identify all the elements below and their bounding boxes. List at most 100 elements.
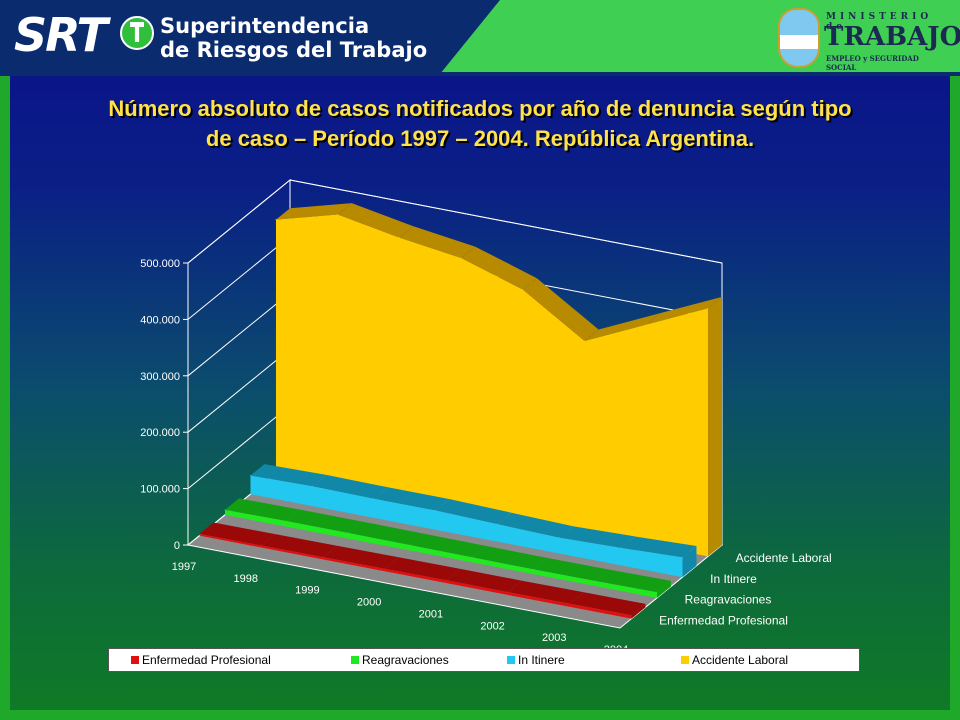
data-point xyxy=(496,523,498,525)
series-top-2 xyxy=(322,545,399,569)
series-area xyxy=(199,533,632,619)
data-point xyxy=(224,509,226,511)
data-point xyxy=(384,568,386,570)
series-top-2 xyxy=(399,226,476,259)
chart-legend: Enfermedad Profesional Reagravaciones In I… xyxy=(108,648,860,672)
data-point xyxy=(398,237,400,239)
data-point xyxy=(311,485,313,487)
header-bar: SRT Superintendencia de Riesgos del Trab… xyxy=(0,0,960,76)
series-top-4 xyxy=(522,278,599,341)
header-brand-panel xyxy=(0,0,500,74)
series-top-5 xyxy=(533,557,610,581)
gridline xyxy=(187,179,723,264)
legend-label: Reagravaciones xyxy=(362,653,449,667)
data-point xyxy=(373,498,375,500)
x-tick-label: 2000 xyxy=(357,597,381,609)
series-top-0 xyxy=(250,464,327,487)
series-axis-label: In Itinere xyxy=(710,572,757,586)
x-tick-label: 1999 xyxy=(295,585,319,597)
y-tick-label: 300.000 xyxy=(140,371,180,383)
data-point xyxy=(435,510,437,512)
series-top-1 xyxy=(337,203,414,238)
legend-swatch xyxy=(681,656,689,664)
data-point xyxy=(322,556,324,558)
x-tick-label: 1998 xyxy=(233,573,257,585)
series-top-0 xyxy=(224,498,301,522)
y-tick-label: 100.000 xyxy=(140,484,180,496)
data-point xyxy=(347,532,349,534)
series-top-2 xyxy=(373,487,450,511)
x-tick-label: 1997 xyxy=(172,561,196,573)
data-point xyxy=(507,591,509,593)
series-top-4 xyxy=(497,512,574,538)
x-tick-label: 2003 xyxy=(542,632,566,644)
data-point xyxy=(522,289,524,291)
legend-label: Accidente Laboral xyxy=(692,653,789,667)
series-top-3 xyxy=(384,557,461,581)
series-top-5 xyxy=(508,580,584,604)
data-point xyxy=(460,257,462,259)
series-top-6 xyxy=(595,569,671,593)
series-area xyxy=(250,475,683,578)
data-point xyxy=(569,603,571,605)
series-top-3 xyxy=(410,533,486,558)
ministry-main-text: TRABAJO xyxy=(824,22,960,52)
series-end-face xyxy=(631,603,646,619)
data-point xyxy=(584,340,586,342)
data-point xyxy=(286,520,288,522)
series-end-face xyxy=(707,296,722,557)
org-name-line1: Superintendencia xyxy=(160,14,370,38)
data-point xyxy=(645,324,647,326)
series-top-0 xyxy=(199,522,276,546)
series-axis-label: Accidente Laboral xyxy=(736,551,832,565)
y-tick-label: 0 xyxy=(174,540,180,552)
series-area xyxy=(224,509,657,598)
series-top-2 xyxy=(348,521,425,546)
ministry-logo: MINISTERIO de TRABAJO EMPLEO y SEGURIDAD… xyxy=(776,6,960,72)
y-tick-label: 200.000 xyxy=(140,427,180,439)
data-point xyxy=(471,556,473,558)
chart-title: Número absoluto de casos notificados por… xyxy=(40,94,920,154)
data-point xyxy=(445,579,447,581)
series-top-1 xyxy=(286,509,363,533)
data-point xyxy=(681,556,683,558)
org-name-line2: de Riesgos del Trabajo xyxy=(160,38,428,62)
y-tick-label: 400.000 xyxy=(140,314,180,326)
series-top-1 xyxy=(261,534,337,558)
series-top-3 xyxy=(435,499,512,525)
series-top-6 xyxy=(569,592,646,616)
org-name: Superintendencia de Riesgos del Trabajo xyxy=(160,14,427,62)
data-point xyxy=(630,614,632,616)
header-divider xyxy=(0,72,960,76)
legend-item: In Itinere xyxy=(507,653,565,667)
x-tick-label: 2001 xyxy=(419,608,443,620)
data-point xyxy=(620,547,622,549)
data-point xyxy=(198,533,200,535)
series-axis-label: Enfermedad Profesional xyxy=(659,613,788,627)
data-point xyxy=(707,307,709,309)
series-area xyxy=(275,214,708,557)
series-axis-label: Reagravaciones xyxy=(685,593,772,607)
series-top-6 xyxy=(646,296,722,325)
series-top-3 xyxy=(461,246,537,290)
data-point xyxy=(409,544,411,546)
series-top-1 xyxy=(312,474,388,499)
data-point xyxy=(558,537,560,539)
legend-item: Accidente Laboral xyxy=(681,653,788,667)
legend-swatch xyxy=(131,656,139,664)
legend-label: Enfermedad Profesional xyxy=(142,653,271,667)
legend-swatch xyxy=(351,656,359,664)
chart-title-line2: de caso – Período 1997 – 2004. República… xyxy=(205,126,755,151)
data-point xyxy=(337,214,339,216)
legend-swatch xyxy=(507,656,515,664)
series-end-face xyxy=(682,546,697,578)
data-point xyxy=(594,580,596,582)
legend-item: Reagravaciones xyxy=(351,653,449,667)
legend-item: Enfermedad Profesional xyxy=(131,653,271,667)
srt-t-icon xyxy=(120,16,154,50)
x-tick-label: 2002 xyxy=(480,620,504,632)
ministry-top-text: MINISTERIO de xyxy=(826,12,933,32)
data-point xyxy=(249,475,251,477)
